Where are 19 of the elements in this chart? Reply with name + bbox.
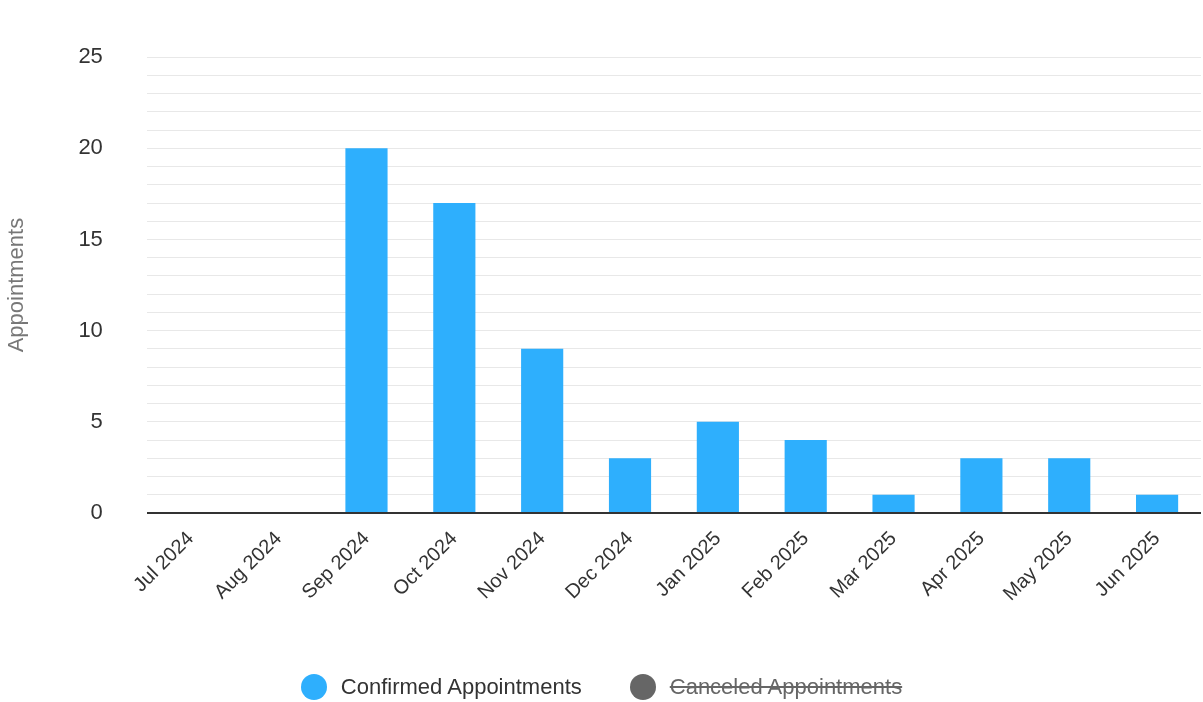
- bar: [433, 203, 476, 512]
- bar: [1135, 494, 1179, 512]
- bar: [608, 458, 652, 512]
- legend-label: Canceled Appointments: [669, 674, 903, 700]
- y-tick-label: 5: [90, 407, 103, 433]
- bar: [960, 458, 1003, 512]
- y-tick-label: 20: [78, 134, 103, 160]
- y-tick-label: 15: [78, 225, 103, 251]
- bar: [872, 494, 915, 512]
- bar: [345, 148, 388, 512]
- y-axis-title: Appointments: [3, 217, 29, 353]
- bar: [696, 421, 739, 512]
- bar: [1048, 458, 1091, 512]
- y-tick-label: 0: [90, 498, 103, 524]
- legend-label: Confirmed Appointments: [340, 674, 582, 700]
- bar: [521, 348, 564, 512]
- y-tick-label: 25: [78, 43, 103, 69]
- y-tick-label: 10: [78, 316, 103, 342]
- bar: [784, 440, 827, 512]
